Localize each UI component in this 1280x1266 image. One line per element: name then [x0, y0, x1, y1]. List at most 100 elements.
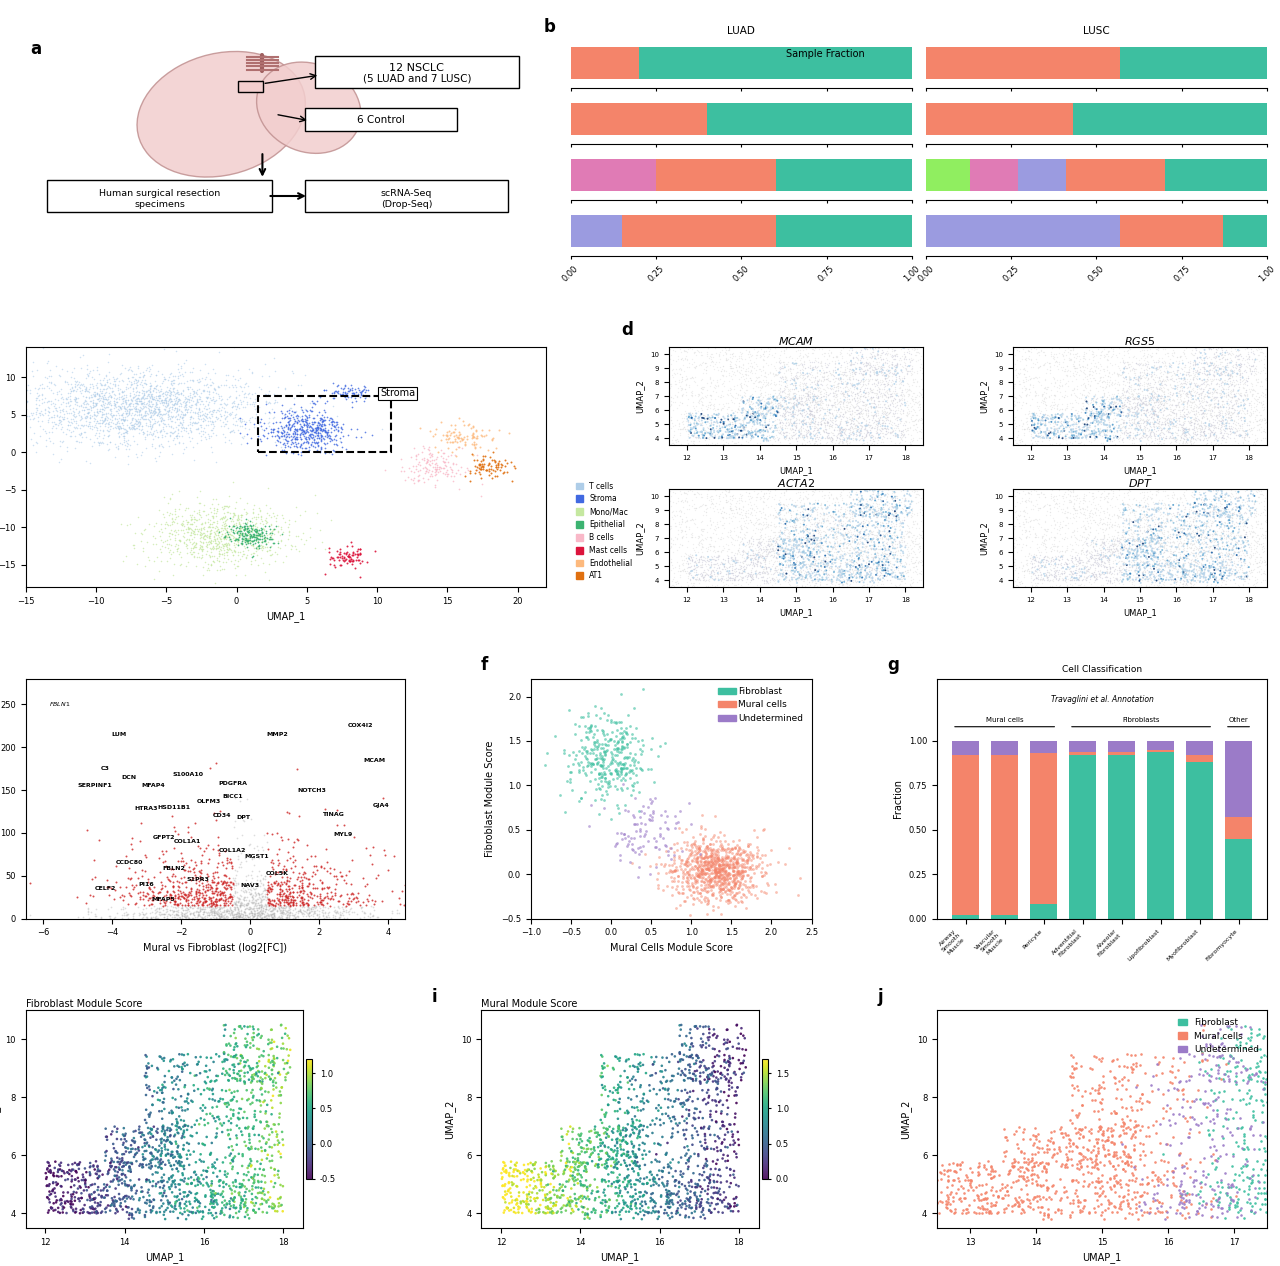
Point — [1187, 510, 1207, 530]
Point — [1135, 536, 1156, 556]
Point — [852, 517, 873, 537]
Mural cells — [1105, 1175, 1125, 1195]
Point — [681, 381, 701, 401]
Point — [867, 400, 887, 420]
Point — [124, 363, 145, 384]
Point — [1224, 563, 1244, 584]
Point — [238, 1056, 259, 1076]
Point — [269, 895, 289, 915]
Fibroblast — [1221, 1089, 1242, 1109]
Point — [1103, 530, 1124, 551]
Point — [1143, 543, 1164, 563]
Point — [790, 513, 810, 533]
Point — [718, 552, 739, 572]
Point — [236, 520, 256, 541]
Point — [216, 542, 237, 562]
Point — [1197, 433, 1217, 453]
Point — [874, 506, 895, 527]
Point — [677, 491, 698, 511]
Point — [288, 900, 308, 920]
Point — [845, 401, 865, 422]
Point — [678, 375, 699, 395]
Point — [863, 361, 883, 381]
Point — [815, 409, 836, 429]
Point — [573, 1176, 594, 1196]
Point — [913, 538, 933, 558]
Point — [773, 523, 794, 543]
Point — [893, 389, 914, 409]
Point — [1106, 553, 1126, 573]
Point — [1137, 356, 1157, 376]
Point — [815, 368, 836, 389]
Mural cells — [1125, 1044, 1146, 1065]
Point — [1174, 411, 1194, 432]
Point — [456, 462, 476, 482]
Fibroblast — [612, 736, 632, 756]
Point — [1206, 499, 1226, 519]
Point — [76, 405, 96, 425]
Point — [732, 553, 753, 573]
Point — [1057, 413, 1078, 433]
Point — [744, 372, 764, 392]
Point — [276, 886, 297, 906]
Point — [51, 394, 72, 414]
Point — [695, 1181, 716, 1201]
Point — [133, 381, 154, 401]
Point — [1085, 551, 1106, 571]
Mural cells — [1060, 1205, 1080, 1225]
Point — [754, 415, 774, 436]
Point — [1165, 365, 1185, 385]
Point — [787, 404, 808, 424]
Mural cells — [1018, 1195, 1038, 1215]
Point — [1094, 553, 1115, 573]
Point — [1143, 494, 1164, 514]
Point — [1245, 547, 1266, 567]
Point — [255, 527, 275, 547]
Point — [632, 1200, 653, 1220]
Point — [835, 501, 855, 522]
Point — [246, 896, 266, 917]
Point — [568, 1144, 589, 1165]
Fibroblast — [632, 734, 653, 755]
Point — [541, 1201, 562, 1222]
Point — [607, 1138, 627, 1158]
Point — [227, 509, 247, 529]
Point — [854, 428, 874, 448]
Point — [157, 395, 178, 415]
Point — [662, 1184, 682, 1204]
Point — [239, 410, 260, 430]
Mural cells — [713, 867, 733, 887]
Point — [1069, 417, 1089, 437]
Point — [1133, 529, 1153, 549]
Point — [246, 877, 266, 898]
Point — [159, 380, 179, 400]
Point — [201, 437, 221, 457]
Point — [721, 542, 741, 562]
Point — [709, 511, 730, 532]
Point — [1190, 384, 1211, 404]
Point — [723, 500, 744, 520]
Point — [676, 403, 696, 423]
Point — [801, 500, 822, 520]
Mural cells — [1085, 1171, 1106, 1191]
Point — [238, 865, 259, 885]
Point — [1014, 389, 1034, 409]
Point — [1171, 565, 1192, 585]
Point — [118, 406, 138, 427]
Point — [1236, 566, 1257, 586]
Point — [864, 501, 884, 522]
Undetermined — [1244, 1203, 1265, 1223]
Point — [790, 542, 810, 562]
Mural cells — [710, 885, 731, 905]
Point — [132, 1157, 152, 1177]
Point — [1239, 411, 1260, 432]
Point — [858, 501, 878, 522]
Point — [596, 1153, 617, 1174]
Mural cells — [703, 852, 723, 872]
Point — [1178, 430, 1198, 451]
Point — [692, 1118, 713, 1138]
Point — [709, 570, 730, 590]
Point — [1102, 506, 1123, 527]
Point — [777, 523, 797, 543]
Point — [1220, 510, 1240, 530]
